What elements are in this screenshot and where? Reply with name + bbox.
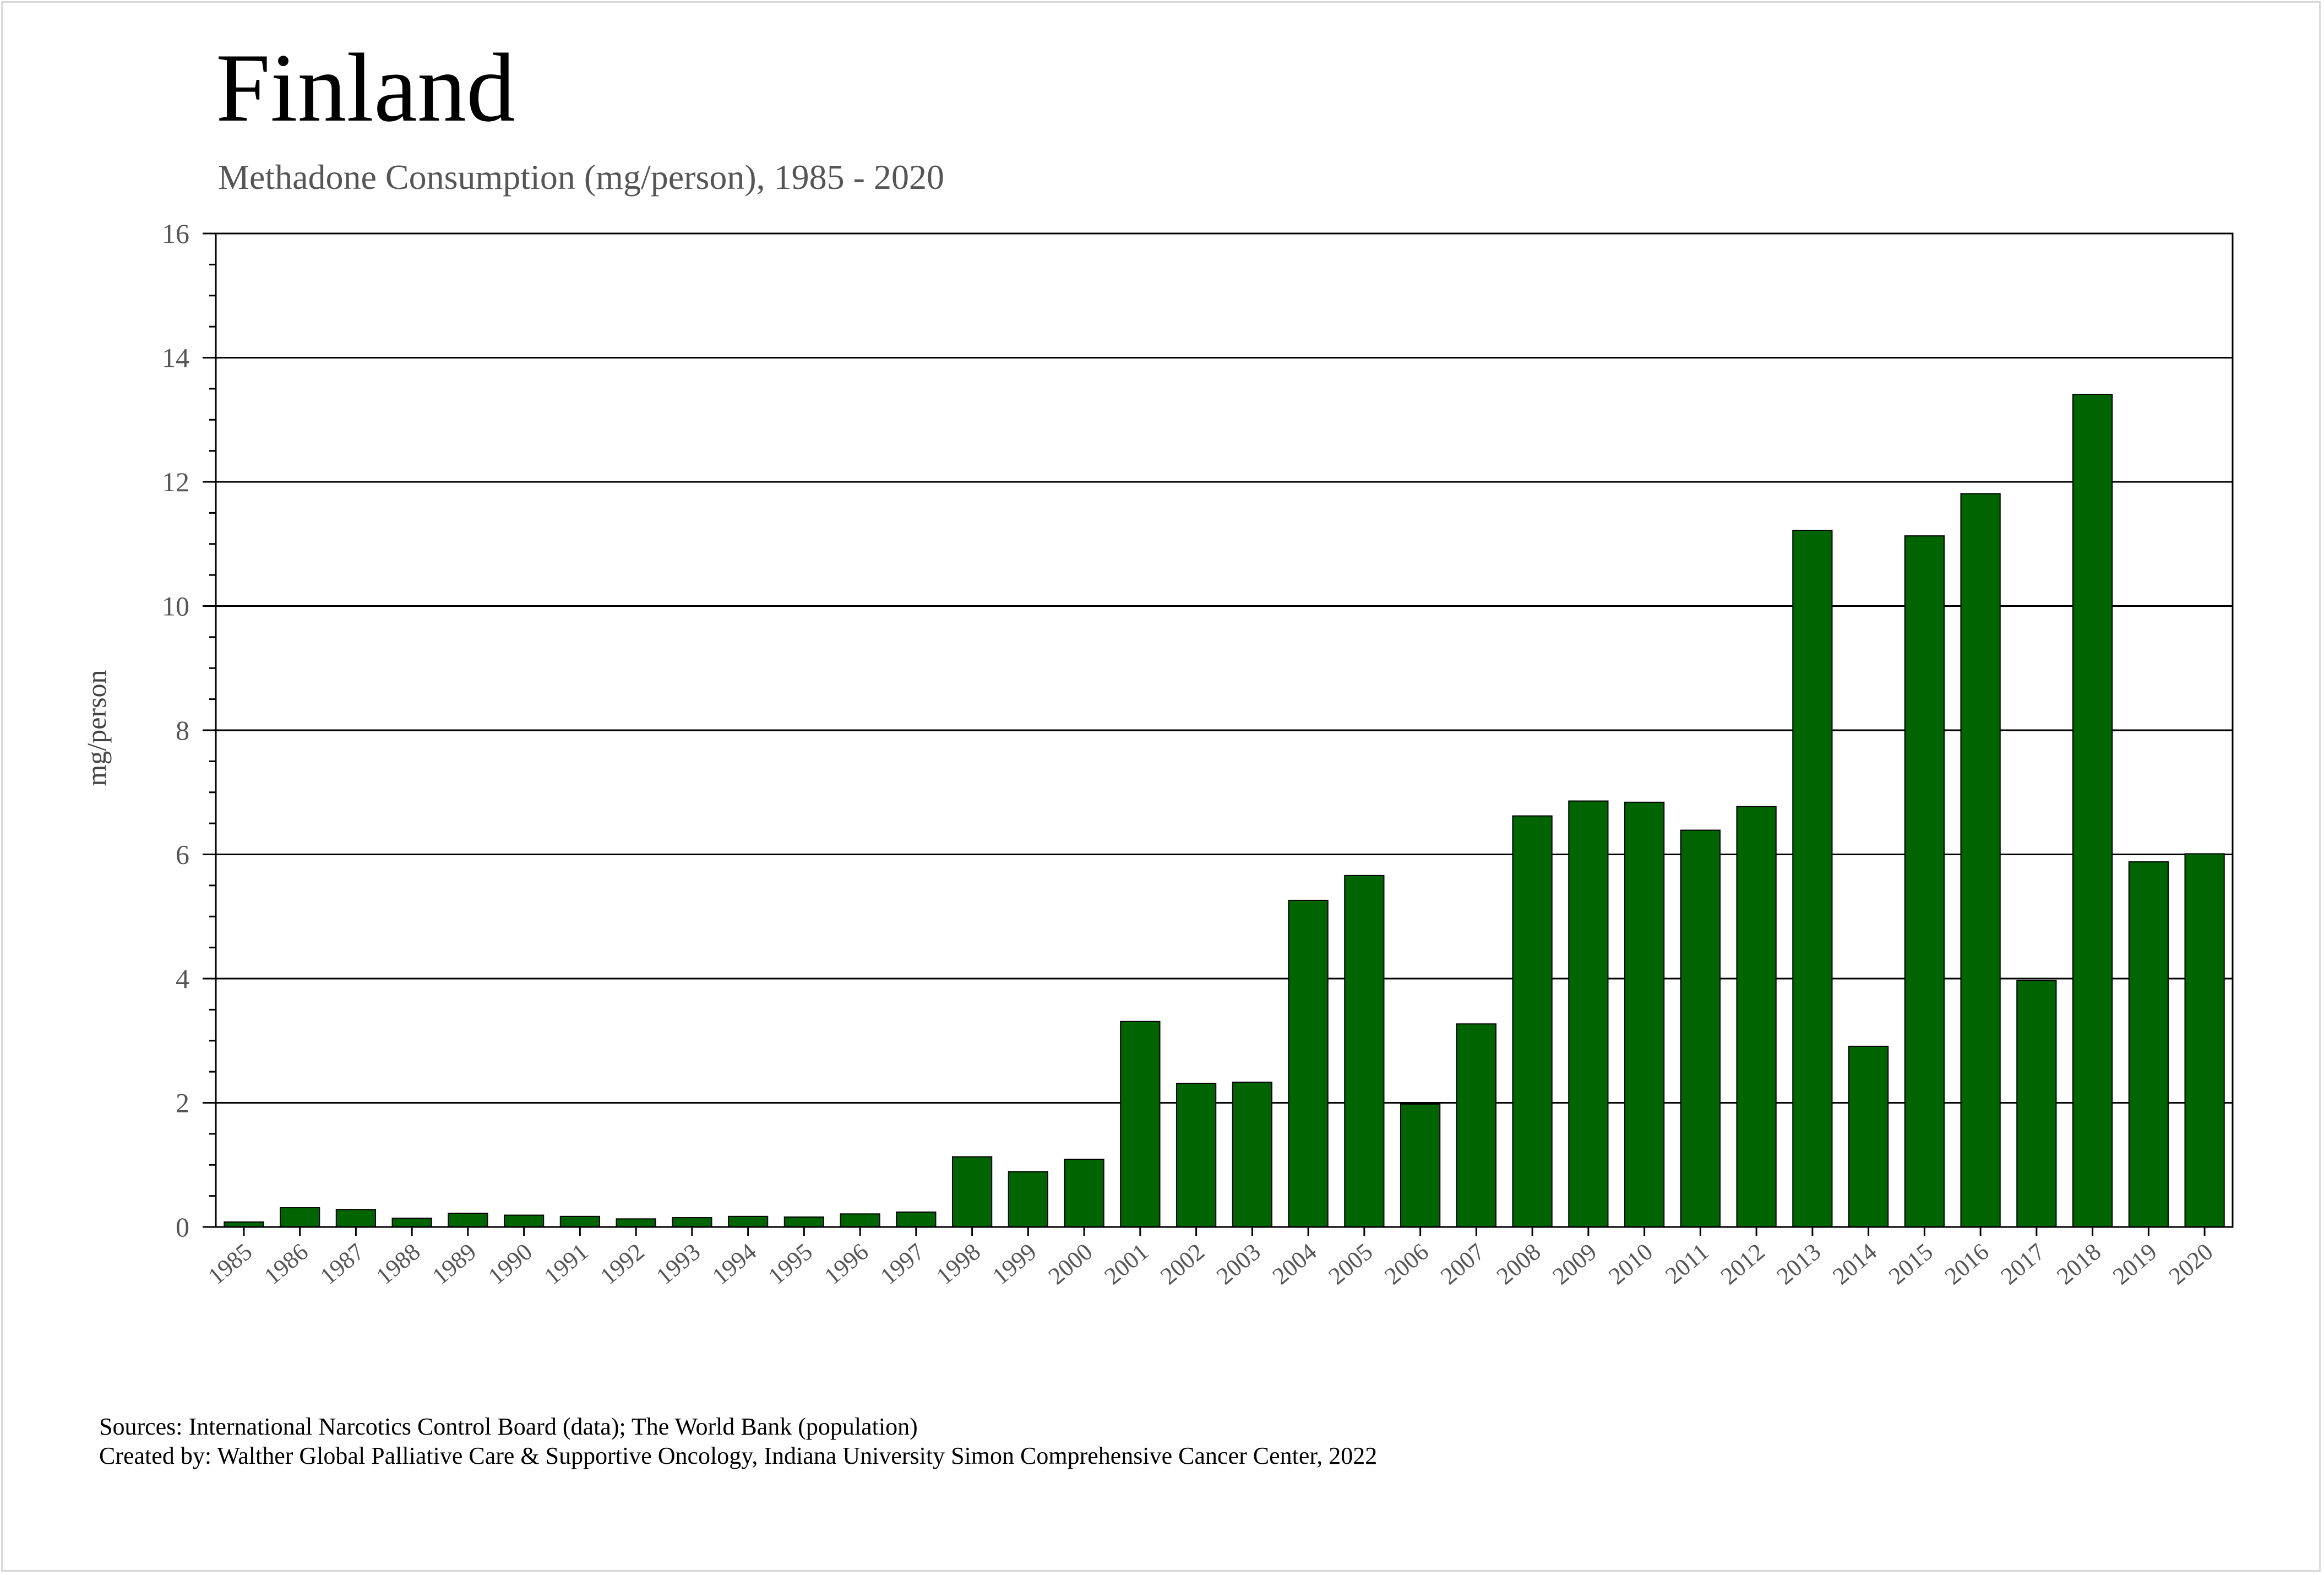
bar-1986 <box>280 1207 320 1228</box>
x-tick-label: 2016 <box>1940 1238 1994 1290</box>
bar-2017 <box>2016 980 2057 1228</box>
bar-2008 <box>1512 815 1553 1228</box>
x-tick-label: 1998 <box>931 1238 986 1290</box>
x-tick-label: 1991 <box>539 1238 594 1290</box>
x-tick-label: 1989 <box>427 1238 481 1290</box>
bar-2015 <box>1904 535 1945 1228</box>
x-tick-label: 2019 <box>2108 1238 2162 1290</box>
x-tick-label: 2014 <box>1827 1238 1882 1290</box>
x-tick-label: 1985 <box>203 1238 257 1290</box>
x-tick-label: 2002 <box>1155 1238 1210 1290</box>
x-tick-label: 2006 <box>1379 1238 1434 1290</box>
bar-1995 <box>783 1216 824 1228</box>
bar-1993 <box>672 1217 712 1228</box>
y-tick-label: 2 <box>176 1088 189 1118</box>
x-tick-label: 2010 <box>1603 1238 1658 1290</box>
x-tick-label: 2017 <box>1995 1238 2050 1290</box>
sources-line: Sources: International Narcotics Control… <box>99 1413 918 1440</box>
bar-1990 <box>504 1214 545 1228</box>
x-tick-label: 1988 <box>371 1238 426 1290</box>
x-tick-label: 1990 <box>483 1238 537 1290</box>
x-tick-label: 2013 <box>1771 1238 1826 1290</box>
y-tick-label: 14 <box>162 343 189 373</box>
x-tick-label: 1996 <box>819 1238 874 1290</box>
y-tick-label: 4 <box>176 963 189 994</box>
x-tick-label: 2005 <box>1323 1238 1378 1290</box>
bar-1991 <box>559 1215 600 1228</box>
bar-2007 <box>1456 1023 1496 1228</box>
created-by-line: Created by: Walther Global Palliative Ca… <box>99 1442 1378 1469</box>
bar-2002 <box>1176 1083 1217 1228</box>
bars <box>224 394 2225 1228</box>
y-tick-label: 0 <box>176 1212 189 1242</box>
bar-2004 <box>1288 899 1329 1228</box>
bar-2011 <box>1680 829 1721 1228</box>
y-tick-label: 16 <box>162 218 189 249</box>
x-tick-label: 1993 <box>651 1238 705 1290</box>
x-tick-labels: 1985 1986 1987 1988 1989 1990 1991 1992 1993 1994… <box>203 1238 2218 1290</box>
chart-subtitle: Methadone Consumption (mg/person), 1985 … <box>218 158 944 197</box>
bar-2006 <box>1400 1103 1441 1228</box>
y-tick-label: 10 <box>162 591 189 622</box>
axes <box>203 232 2234 1236</box>
x-tick-label: 2001 <box>1099 1238 1153 1290</box>
y-tick-label: 8 <box>176 715 189 746</box>
x-tick-label: 1992 <box>595 1238 650 1290</box>
chart-sources: Sources: International Narcotics Control… <box>99 1413 1377 1471</box>
bar-1992 <box>616 1218 656 1228</box>
bar-2013 <box>1792 529 1833 1228</box>
bar-1997 <box>896 1211 937 1228</box>
y-tick-labels: 0 2 4 6 8 10 12 14 16 <box>162 218 189 1242</box>
chart-title: Finland <box>216 33 515 142</box>
bar-2012 <box>1736 806 1777 1228</box>
x-tick-label: 2015 <box>1884 1238 1938 1290</box>
plot-frame <box>215 232 2234 1228</box>
x-tick-label: 1995 <box>763 1238 818 1290</box>
x-tick-label: 1999 <box>987 1238 1042 1290</box>
bar-2005 <box>1344 875 1385 1228</box>
bar-2016 <box>1960 493 2001 1228</box>
x-tick-label: 2012 <box>1716 1238 1770 1290</box>
x-tick-label: 1994 <box>707 1238 761 1290</box>
x-tick-label: 2000 <box>1043 1238 1098 1290</box>
x-tick-label: 2011 <box>1660 1238 1714 1289</box>
x-tick-label: 2003 <box>1211 1238 1266 1290</box>
bar-2018 <box>2072 394 2113 1228</box>
bar-1996 <box>840 1213 880 1228</box>
bar-1999 <box>1008 1171 1048 1228</box>
y-tick-label: 6 <box>176 839 189 870</box>
x-tick-label: 1986 <box>259 1238 313 1290</box>
bar-2001 <box>1120 1020 1161 1228</box>
bar-2009 <box>1568 800 1609 1228</box>
bar-1998 <box>952 1156 993 1228</box>
bar-1987 <box>335 1209 376 1228</box>
bar-1989 <box>448 1213 488 1228</box>
x-tick-label: 2004 <box>1267 1238 1322 1290</box>
x-tick-label: 1997 <box>875 1238 929 1290</box>
bar-2000 <box>1064 1159 1104 1228</box>
x-tick-label: 2008 <box>1492 1238 1546 1290</box>
x-tick-label: 2009 <box>1547 1238 1602 1290</box>
bar-1994 <box>728 1215 769 1228</box>
x-tick-label: 2007 <box>1435 1238 1490 1290</box>
bar-2010 <box>1624 801 1665 1228</box>
bar-1988 <box>391 1218 432 1228</box>
bar-2003 <box>1232 1082 1272 1228</box>
bar-2014 <box>1848 1045 1889 1228</box>
bar-2020 <box>2184 853 2225 1228</box>
x-tick-label: 1987 <box>315 1238 369 1290</box>
x-tick-label: 2020 <box>2164 1238 2218 1290</box>
bar-2019 <box>2128 861 2169 1228</box>
y-tick-label: 12 <box>162 466 189 497</box>
x-tick-label: 2018 <box>2051 1238 2106 1290</box>
